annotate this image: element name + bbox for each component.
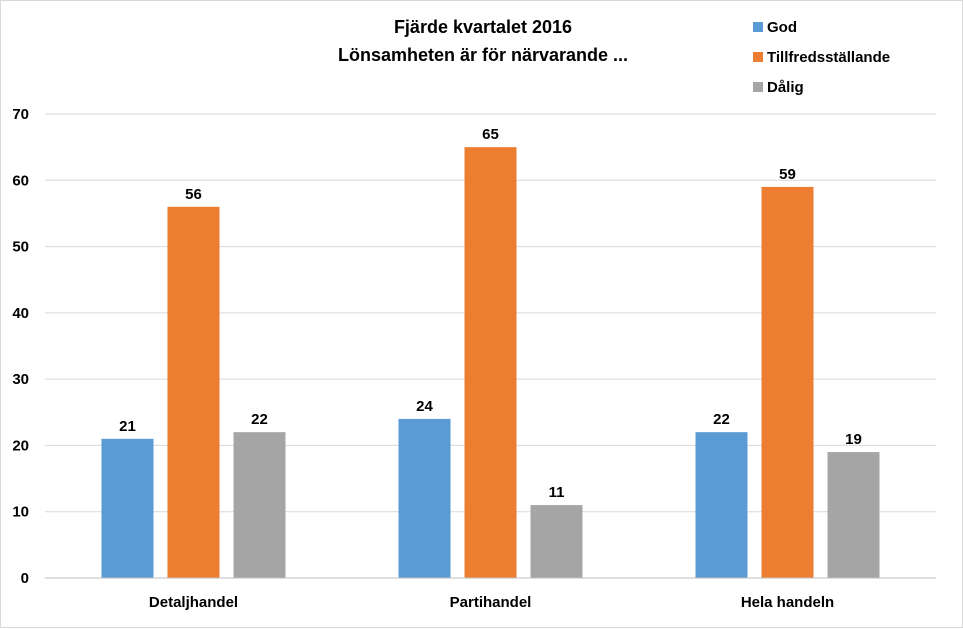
bar-d-lig-0 [233,432,286,578]
x-category-label: Partihandel [450,594,532,611]
y-tick-label: 70 [12,106,29,123]
data-label: 11 [549,484,565,501]
bar-tillfredsst-llande-2 [761,186,814,578]
x-category-label: Hela handeln [741,594,834,611]
data-label: 65 [482,126,499,143]
data-label: 19 [845,431,862,448]
data-label: 59 [779,166,796,183]
chart-subtitle: Lönsamheten är för närvarande ... [338,45,628,65]
data-labels: 21 56 22 24 65 11 22 59 19 [119,126,862,501]
bar-god-1 [398,418,451,578]
legend-label: Tillfredsställande [767,49,890,66]
bar-tillfredsst-llande-1 [464,147,517,578]
y-tick-label: 30 [12,371,29,388]
data-label: 22 [713,411,730,428]
bars [101,147,880,579]
bar-god-2 [695,432,748,578]
bar-god-0 [101,438,154,578]
y-tick-label: 0 [21,570,29,587]
legend-swatch [753,52,763,62]
data-label: 56 [185,186,202,203]
y-tick-label: 40 [12,305,29,322]
data-label: 21 [119,418,136,435]
y-tick-label: 50 [12,239,29,256]
data-label: 22 [251,411,268,428]
legend-swatch [753,82,763,92]
bar-tillfredsst-llande-0 [167,206,220,579]
x-category-label: Detaljhandel [149,594,238,611]
data-label: 24 [416,398,433,415]
y-tick-label: 10 [12,504,29,521]
y-tick-label: 60 [12,172,29,189]
bar-d-lig-2 [827,452,880,578]
legend: God Tillfredsställande Dålig [753,19,890,96]
legend-label: God [767,19,797,36]
axes: 0 10 20 30 40 50 60 70 Detaljhandel Partihandel He… [12,106,936,611]
bar-d-lig-1 [530,505,583,578]
legend-label: Dålig [767,79,804,96]
chart-title: Fjärde kvartalet 2016 [394,17,572,37]
legend-swatch [753,22,763,32]
y-tick-label: 20 [12,437,29,454]
